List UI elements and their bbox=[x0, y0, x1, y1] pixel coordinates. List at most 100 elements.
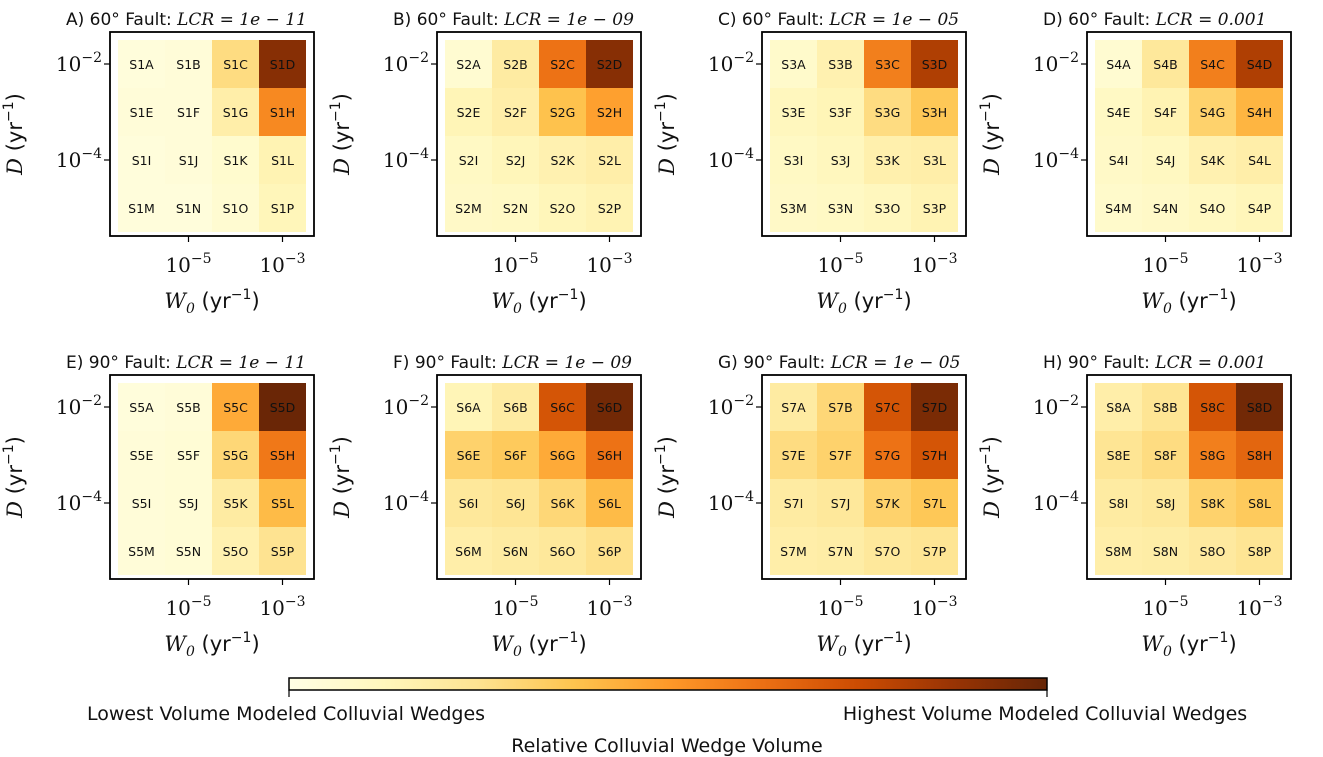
cell-label: S7K bbox=[875, 496, 900, 511]
heatmap-cell bbox=[118, 88, 165, 136]
cell-label: S8N bbox=[1153, 544, 1178, 559]
cell-label: S5K bbox=[223, 496, 248, 511]
heatmap-cell bbox=[165, 40, 212, 88]
heatmap-cell bbox=[1142, 136, 1189, 184]
cell-label: S2D bbox=[597, 57, 623, 72]
cell-label: S3N bbox=[828, 201, 853, 216]
x-tick-label: 10−3 bbox=[586, 251, 632, 277]
cell-label: S2G bbox=[550, 105, 576, 120]
heatmap-cell bbox=[259, 479, 306, 527]
cell-label: S1E bbox=[130, 105, 154, 120]
heatmap-cell bbox=[212, 527, 259, 575]
cell-label: S2O bbox=[550, 201, 576, 216]
cell-label: S4O bbox=[1200, 201, 1226, 216]
x-axis-label: W0 (yr−1) bbox=[164, 287, 259, 317]
x-tick-label: 10−3 bbox=[1236, 594, 1282, 620]
heatmap-cell bbox=[492, 136, 539, 184]
heatmap-cell bbox=[165, 136, 212, 184]
heatmap-cell bbox=[539, 40, 586, 88]
heatmap-cell bbox=[770, 136, 817, 184]
heatmap-cell bbox=[864, 479, 911, 527]
heatmap-cell bbox=[165, 184, 212, 232]
cell-label: S3L bbox=[923, 153, 946, 168]
heatmap-panel-s2: B) 60° Fault: LCR = 1e − 09 S2A S2B S2C S2D S… bbox=[328, 10, 642, 317]
heatmap-cell bbox=[259, 40, 306, 88]
cell-label: S5I bbox=[132, 496, 152, 511]
cell-label: S5D bbox=[270, 400, 296, 415]
heatmap-cell bbox=[864, 136, 911, 184]
panel-title: E) 90° Fault: LCR = 1e − 11 bbox=[66, 353, 306, 373]
cell-label: S7E bbox=[782, 448, 806, 463]
x-axis-label: W0 (yr−1) bbox=[1141, 287, 1236, 317]
heatmap-cell bbox=[1095, 479, 1142, 527]
heatmap-cell bbox=[212, 184, 259, 232]
heatmap-cell bbox=[586, 527, 633, 575]
heatmap-cell bbox=[165, 383, 212, 431]
heatmap-cell bbox=[1142, 88, 1189, 136]
heatmap-cell bbox=[539, 479, 586, 527]
heatmap-cell bbox=[1189, 527, 1236, 575]
heatmap-cell bbox=[118, 479, 165, 527]
cell-label: S6G bbox=[550, 448, 576, 463]
heatmap-cell bbox=[911, 40, 958, 88]
cell-label: S3G bbox=[875, 105, 901, 120]
heatmap-cell bbox=[492, 431, 539, 479]
x-tick-label: 10−3 bbox=[259, 251, 305, 277]
heatmap-cell bbox=[1095, 184, 1142, 232]
cell-label: S6E bbox=[457, 448, 481, 463]
heatmap-panel-s1: A) 60° Fault: LCR = 1e − 11 S1A S1B S1C S1D S… bbox=[1, 10, 315, 317]
cell-label: S2L bbox=[598, 153, 621, 168]
y-axis-label: D (yr−1) bbox=[653, 93, 679, 176]
cell-label: S1A bbox=[129, 57, 154, 72]
panel-title: C) 60° Fault: LCR = 1e − 05 bbox=[718, 10, 959, 30]
heatmap-cell bbox=[165, 527, 212, 575]
panel-title: F) 90° Fault: LCR = 1e − 09 bbox=[393, 353, 632, 373]
cell-label: S2H bbox=[597, 105, 622, 120]
cell-label: S5G bbox=[223, 448, 249, 463]
cell-label: S6A bbox=[456, 400, 481, 415]
cell-label: S8M bbox=[1105, 544, 1132, 559]
heatmap-cell bbox=[770, 184, 817, 232]
x-tick-label: 10−3 bbox=[911, 594, 957, 620]
axes-frame bbox=[109, 374, 315, 580]
heatmap-cell bbox=[864, 40, 911, 88]
heatmap-cell bbox=[492, 184, 539, 232]
heatmap-cell bbox=[492, 479, 539, 527]
heatmap-cell bbox=[445, 184, 492, 232]
heatmap-cell bbox=[1095, 431, 1142, 479]
axes-frame bbox=[761, 374, 967, 580]
heatmap-cell bbox=[586, 479, 633, 527]
colorbar-gradient bbox=[289, 678, 1047, 690]
heatmap-cell bbox=[1189, 40, 1236, 88]
heatmap-cell bbox=[586, 184, 633, 232]
heatmap-cell bbox=[586, 40, 633, 88]
panel-title: D) 60° Fault: LCR = 0.001 bbox=[1043, 10, 1266, 30]
heatmap-cell bbox=[864, 527, 911, 575]
cell-label: S5N bbox=[176, 544, 201, 559]
y-axis-label: D (yr−1) bbox=[1, 436, 27, 519]
panel-title: B) 60° Fault: LCR = 1e − 09 bbox=[393, 10, 634, 30]
heatmap-cell bbox=[1095, 40, 1142, 88]
heatmap-cell bbox=[212, 136, 259, 184]
cell-label: S7D bbox=[922, 400, 948, 415]
cell-label: S5M bbox=[128, 544, 155, 559]
cell-label: S2B bbox=[503, 57, 527, 72]
cell-label: S3C bbox=[875, 57, 900, 72]
cell-label: S6N bbox=[503, 544, 528, 559]
cell-label: S4G bbox=[1200, 105, 1226, 120]
cell-label: S2M bbox=[455, 201, 482, 216]
cell-label: S3H bbox=[922, 105, 947, 120]
cell-label: S1J bbox=[179, 153, 199, 168]
heatmap-cell bbox=[911, 136, 958, 184]
axes-frame bbox=[109, 31, 315, 237]
cell-label: S6M bbox=[455, 544, 482, 559]
axes-frame bbox=[436, 31, 642, 237]
cell-label: S2E bbox=[457, 105, 481, 120]
heatmap-cell bbox=[259, 431, 306, 479]
heatmap-cell bbox=[259, 136, 306, 184]
heatmap-cell bbox=[212, 431, 259, 479]
heatmap-cell bbox=[212, 479, 259, 527]
y-tick-label: 10−2 bbox=[56, 393, 102, 419]
heatmap-cell bbox=[817, 136, 864, 184]
y-axis-label: D (yr−1) bbox=[978, 436, 1004, 519]
